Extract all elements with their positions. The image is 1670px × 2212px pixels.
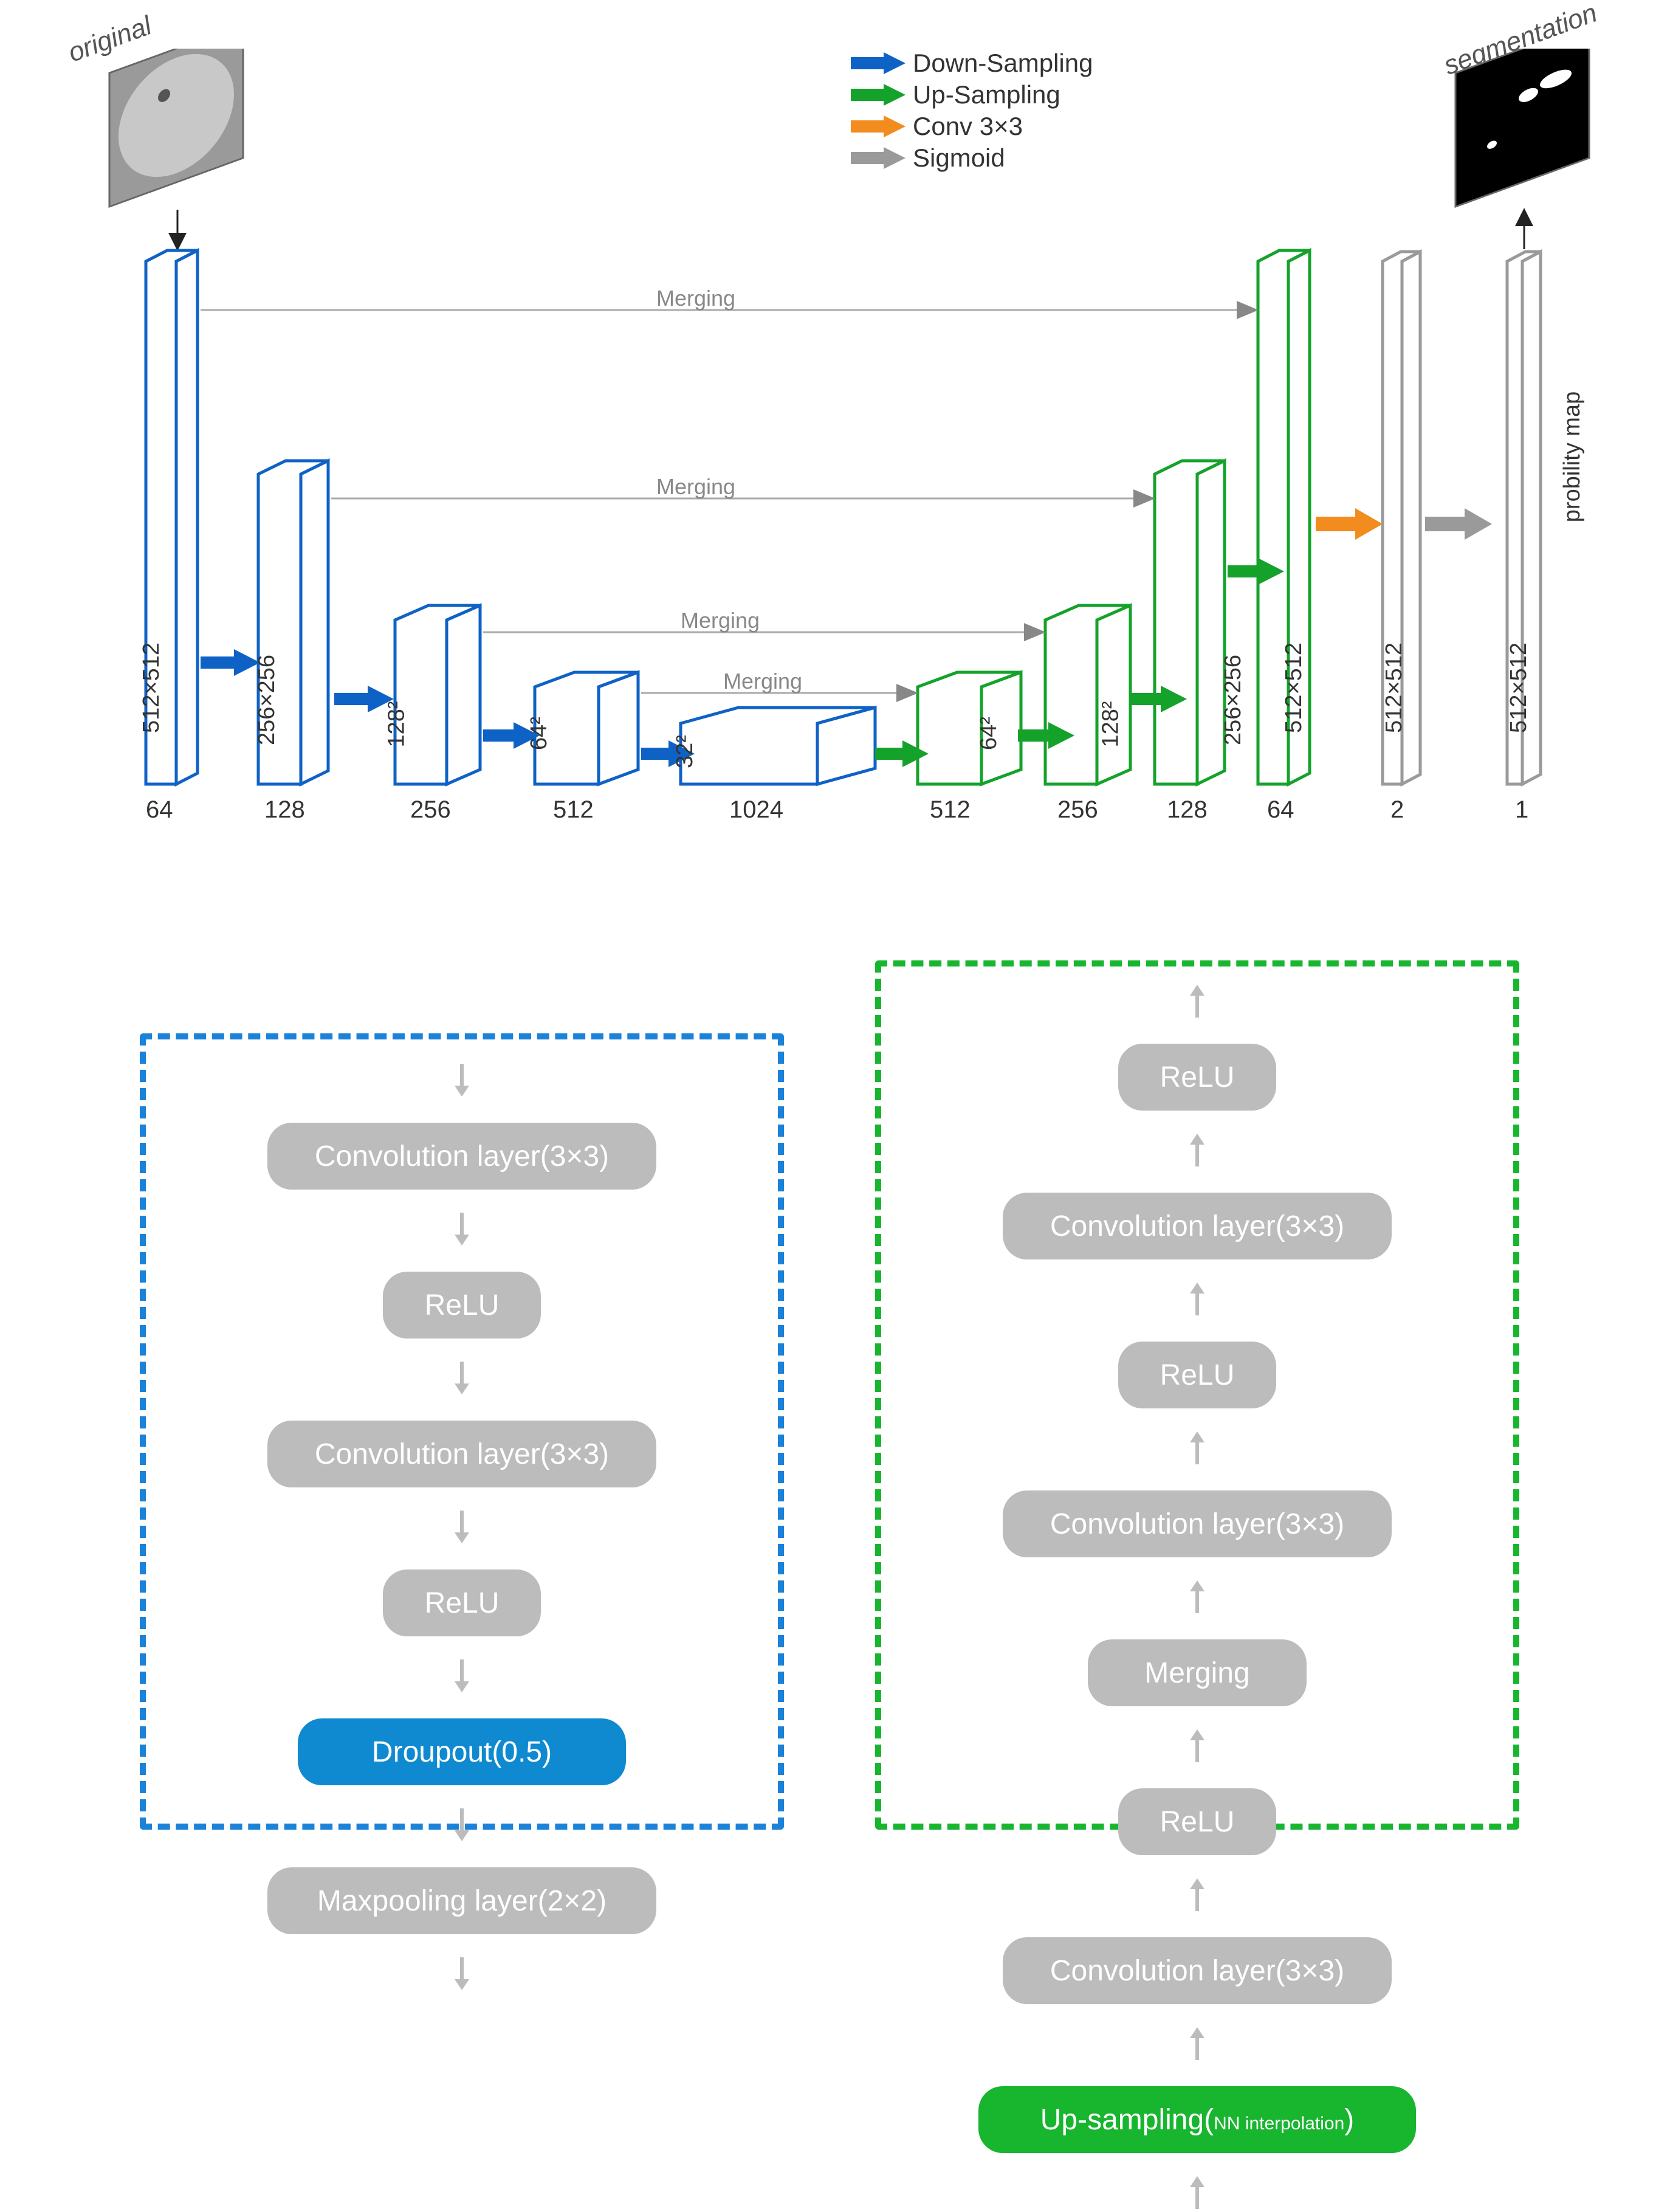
layer-pill: Convolution layer(3×3): [1003, 1937, 1392, 2004]
size-label: 512×512: [1281, 643, 1307, 733]
up-flow: ReLU Convolution layer(3×3) ReLU Convolutio…: [881, 985, 1513, 2212]
layer-pill: ReLU: [1118, 1044, 1276, 1111]
ch-label: 512: [930, 796, 971, 824]
arrow-down-icon: [453, 1808, 470, 1844]
diagram-root: Down-Sampling Up-Sampling Conv 3×3 Sigmo…: [0, 0, 1670, 1887]
arrow-up-icon: [1189, 1283, 1206, 1318]
architecture-panel: Down-Sampling Up-Sampling Conv 3×3 Sigmo…: [73, 49, 1604, 936]
size-label: 512×512: [139, 643, 165, 733]
size-label: 512×512: [1506, 643, 1532, 733]
ch-label: 64: [146, 796, 173, 824]
layer-pill: Up-sampling(NN interpolation): [978, 2086, 1416, 2153]
arrow-down-icon: [453, 1659, 470, 1695]
probmap-label: probility map: [1559, 391, 1586, 522]
arrow-up-icon: [1189, 1432, 1206, 1467]
arrow-up-icon: [1189, 1729, 1206, 1765]
layer-pill: Convolution layer(3×3): [267, 1123, 656, 1190]
layer-pill: Merging: [1088, 1639, 1307, 1706]
arrow-up-icon: [1189, 2027, 1206, 2063]
ch-label: 256: [1057, 796, 1098, 824]
down-flow: Convolution layer(3×3) ReLU Convolution la…: [146, 1064, 778, 1993]
arrow-up-icon: [1189, 1580, 1206, 1616]
size-label: 64²: [976, 717, 1002, 750]
size-label: 256×256: [1220, 655, 1246, 745]
arrow-down-icon: [453, 1213, 470, 1249]
size-label: 64²: [526, 717, 552, 750]
merging-label: Merging: [656, 474, 735, 500]
size-label: 256×256: [254, 655, 280, 745]
size-label: 128²: [384, 701, 410, 747]
merging-label: Merging: [723, 669, 802, 694]
arrow-down-icon: [453, 1957, 470, 1993]
ch-label: 128: [1167, 796, 1208, 824]
merging-label: Merging: [656, 286, 735, 311]
layer-pill: ReLU: [1118, 1342, 1276, 1408]
arrow-up-icon: [1189, 985, 1206, 1021]
arrow-down-icon: [453, 1511, 470, 1546]
size-label: 32²: [672, 735, 698, 768]
layer-pill: ReLU: [1118, 1788, 1276, 1855]
ch-label: 1024: [729, 796, 783, 824]
down-sampling-block: Convolution layer(3×3) ReLU Convolution la…: [140, 1033, 784, 1830]
ch-label: 64: [1267, 796, 1294, 824]
layer-pill: Convolution layer(3×3): [1003, 1193, 1392, 1259]
layer-pill: ReLU: [383, 1272, 541, 1339]
arrow-up-icon: [1189, 1878, 1206, 1914]
layer-pill: Convolution layer(3×3): [1003, 1490, 1392, 1557]
ch-label: 256: [410, 796, 451, 824]
layer-pill: ReLU: [383, 1569, 541, 1636]
ch-label: 128: [264, 796, 305, 824]
arrow-up-icon: [1189, 1134, 1206, 1170]
arrow-up-icon: [1189, 2176, 1206, 2212]
ch-label: 1: [1515, 796, 1528, 824]
ch-label: 512: [553, 796, 594, 824]
up-sampling-block: ReLU Convolution layer(3×3) ReLU Convolutio…: [875, 960, 1519, 1830]
size-label: 128²: [1098, 701, 1124, 747]
arrow-down-icon: [453, 1362, 470, 1397]
layer-pill: Droupout(0.5): [298, 1718, 626, 1785]
ch-label: 2: [1390, 796, 1404, 824]
merging-label: Merging: [681, 608, 760, 633]
arrow-down-icon: [453, 1064, 470, 1100]
size-label: 512×512: [1381, 643, 1407, 733]
layer-pill: Convolution layer(3×3): [267, 1421, 656, 1487]
layer-pill: Maxpooling layer(2×2): [267, 1867, 656, 1934]
